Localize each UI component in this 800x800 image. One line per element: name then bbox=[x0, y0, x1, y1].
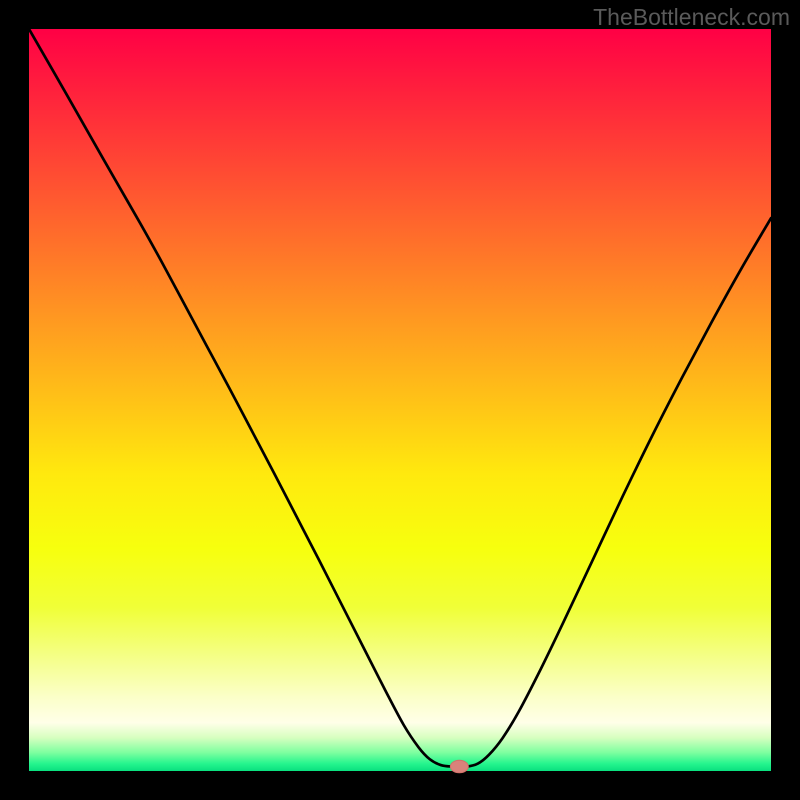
bottleneck-chart bbox=[0, 0, 800, 800]
chart-container: TheBottleneck.com bbox=[0, 0, 800, 800]
gradient-plot-area bbox=[29, 29, 771, 771]
minimum-marker bbox=[450, 760, 468, 773]
watermark-text: TheBottleneck.com bbox=[593, 4, 790, 31]
